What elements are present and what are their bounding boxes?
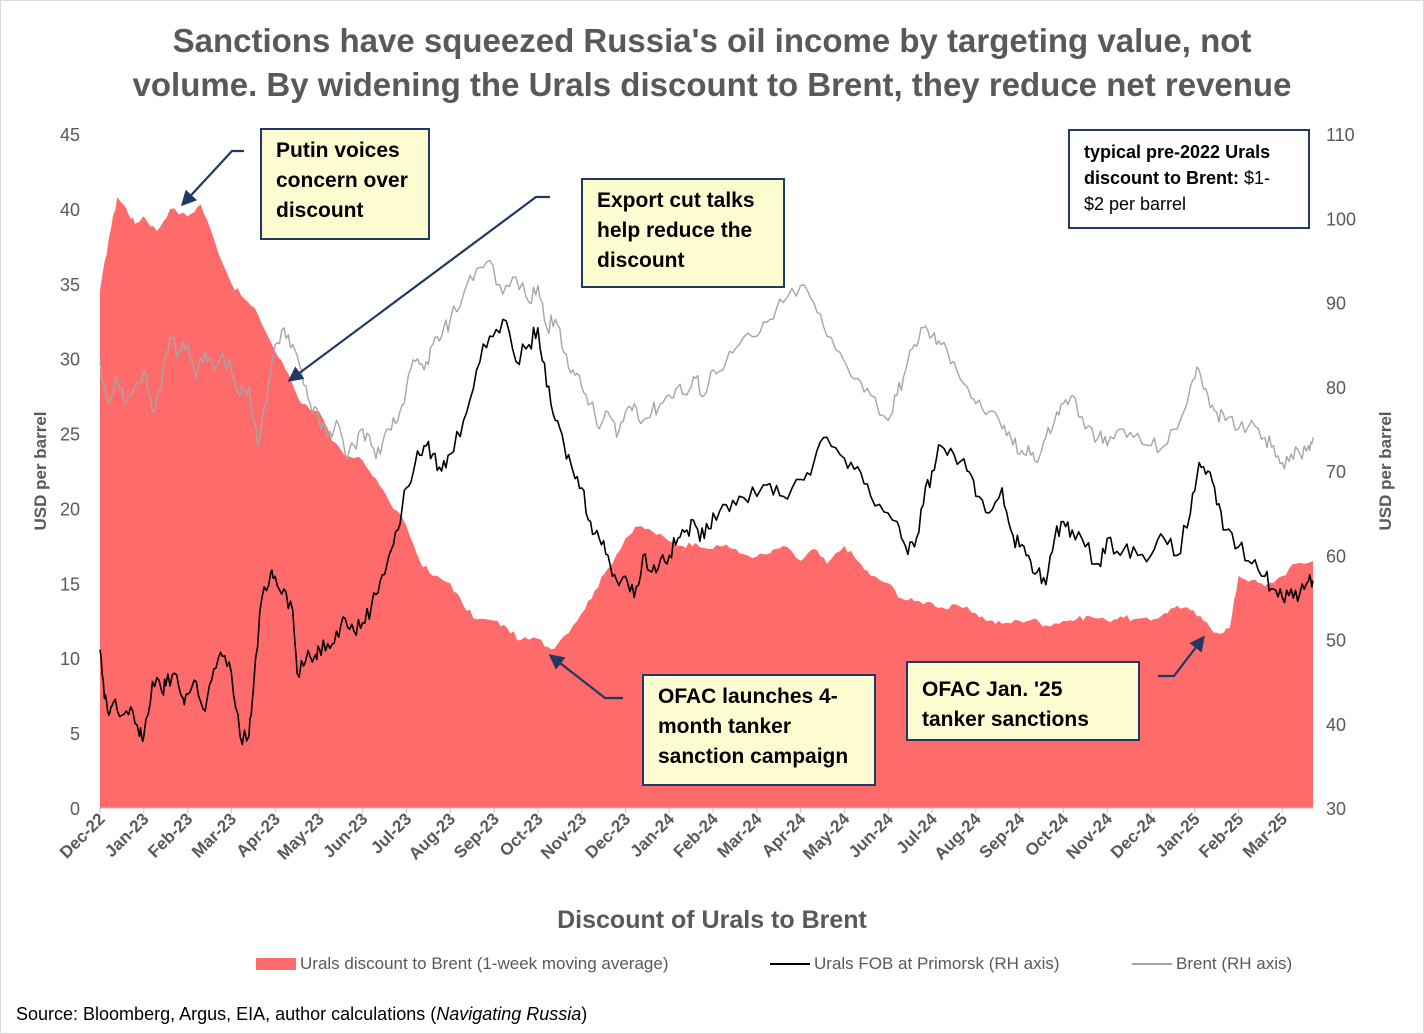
y-right-tick-label: 50: [1326, 631, 1346, 651]
annotation-export-line: discount: [597, 249, 685, 272]
legend-swatch-urals: [770, 963, 810, 965]
series-brent-line: [99, 259, 1314, 470]
x-tick-label: Dec-23: [581, 809, 634, 862]
y-left-tick-label: 0: [70, 799, 80, 819]
annotation-export-line: Export cut talks: [597, 189, 755, 212]
source-italic: Navigating Russia: [436, 1004, 582, 1024]
x-tick-label: Nov-24: [1062, 809, 1116, 863]
x-tick-label: Dec-24: [1107, 809, 1160, 862]
x-tick-label: May-24: [799, 809, 854, 864]
x-tick-label: Mar-23: [188, 809, 240, 861]
y-left-tick-label: 30: [60, 350, 80, 370]
y-right-tick-label: 100: [1326, 209, 1356, 229]
y-left-tick-label: 35: [60, 275, 80, 295]
x-tick-label: Sep-24: [976, 809, 1029, 862]
annotation-ofac-jan25-line: OFAC Jan. '25: [922, 678, 1063, 701]
legend-item-brent: Brent (RH axis): [1132, 954, 1292, 974]
y-right-tick-label: 90: [1326, 294, 1346, 314]
legend-swatch-discount: [256, 958, 296, 970]
legend-item-urals: Urals FOB at Primorsk (RH axis): [770, 954, 1060, 974]
source-note: Source: Bloomberg, Argus, EIA, author ca…: [16, 1004, 587, 1025]
x-tick-label: Dec-22: [56, 809, 109, 862]
x-tick-label: Aug-24: [930, 809, 985, 864]
annotation-putin-line: concern over: [276, 169, 408, 192]
y-right-tick-label: 60: [1326, 546, 1346, 566]
x-tick-label: Mar-24: [713, 809, 766, 862]
arrow-export-cut: [287, 195, 550, 382]
source-close: ): [581, 1004, 588, 1024]
note-rest-2: $2 per barrel: [1084, 194, 1187, 214]
y-left-tick-label: 10: [60, 649, 80, 669]
x-axis-title: Discount of Urals to Brent: [557, 906, 867, 934]
annotation-ofac-campaign: OFAC launches 4- month tanker sanction c…: [642, 674, 876, 786]
x-tick-label: Feb-23: [144, 809, 196, 861]
annotation-export-cut: Export cut talks help reduce the discoun…: [581, 178, 785, 288]
y-left-tick-label: 25: [60, 425, 80, 445]
source-text: Source: Bloomberg, Argus, EIA, author ca…: [16, 1004, 437, 1024]
annotation-putin: Putin voices concern over discount: [260, 128, 430, 240]
annotation-ofac-campaign-line: sanction campaign: [658, 745, 849, 768]
note-bold-1: typical pre-2022 Urals: [1084, 142, 1271, 162]
y-left-axis-title: USD per barrel: [31, 411, 50, 530]
annotation-ofac-campaign-line: OFAC launches 4-: [658, 685, 838, 708]
legend-label-brent: Brent (RH axis): [1176, 954, 1293, 973]
annotation-putin-line: discount: [276, 199, 364, 222]
legend-item-discount: Urals discount to Brent (1-week moving a…: [256, 954, 669, 974]
y-right-axis-title: USD per barrel: [1376, 411, 1395, 530]
annotation-ofac-campaign-line: month tanker: [658, 715, 792, 738]
y-right-tick-label: 110: [1326, 125, 1355, 145]
note-bold-2: discount to Brent:: [1084, 168, 1239, 188]
annotation-export-line: help reduce the: [597, 219, 753, 242]
legend-label-urals: Urals FOB at Primorsk (RH axis): [814, 954, 1060, 973]
series-urals-line: [99, 318, 1314, 746]
x-tick-label: Jan-23: [101, 809, 153, 861]
y-right-tick-label: 70: [1326, 462, 1346, 482]
annotation-ofac-jan25: OFAC Jan. '25 tanker sanctions: [906, 661, 1140, 741]
y-left-tick-label: 40: [60, 200, 80, 220]
x-tick-label: Mar-25: [1239, 809, 1291, 861]
annotation-putin-line: Putin voices: [276, 139, 400, 162]
annotation-ofac-jan25-line: tanker sanctions: [922, 708, 1089, 731]
x-tick-label: Jan-25: [1152, 809, 1204, 861]
arrow-putin: [180, 149, 244, 207]
series-discount-area: [100, 196, 1313, 808]
note-rest-1: $1-: [1239, 168, 1271, 188]
x-tick-label: May-23: [274, 809, 328, 863]
chart-title-line-1: Sanctions have squeezed Russia's oil inc…: [172, 22, 1252, 59]
y-left-tick-label: 20: [60, 499, 80, 519]
legend-label-discount: Urals discount to Brent (1-week moving a…: [300, 954, 669, 973]
y-left-tick-label: 5: [70, 724, 80, 744]
x-tick-label: Feb-24: [670, 809, 723, 862]
x-tick-label: Jun-23: [319, 809, 371, 861]
x-tick-label: Aug-23: [405, 809, 459, 863]
chart-title-line-2: volume. By widening the Urals discount t…: [132, 66, 1292, 103]
y-left-tick-label: 45: [60, 125, 80, 145]
y-right-tick-label: 40: [1326, 715, 1346, 735]
note-pre-2022-discount: typical pre-2022 Urals discount to Brent…: [1068, 129, 1310, 229]
x-tick-label: Feb-25: [1195, 809, 1247, 861]
y-right-tick-label: 80: [1326, 378, 1346, 398]
arrow-ofac-campaign: [548, 654, 623, 700]
y-left-tick-label: 15: [60, 574, 80, 594]
x-tick-label: Jan-24: [627, 809, 679, 861]
arrow-ofac-jan25: [1158, 635, 1205, 678]
legend-swatch-brent: [1132, 963, 1172, 965]
x-tick-label: Nov-23: [537, 809, 591, 863]
x-tick-label: Sep-23: [450, 809, 503, 862]
y-right-tick-label: 30: [1326, 799, 1346, 819]
x-tick-label: Jun-24: [845, 809, 898, 862]
